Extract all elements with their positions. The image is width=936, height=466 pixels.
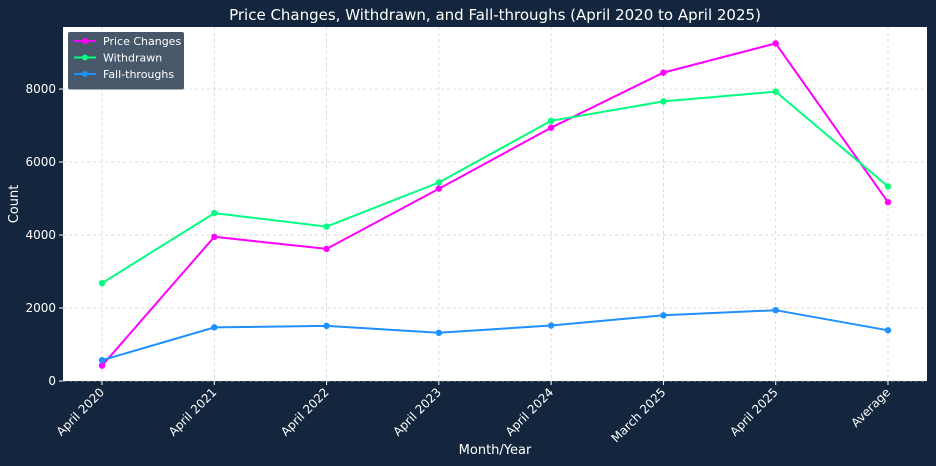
- legend-marker: [82, 54, 88, 61]
- data-point: [211, 233, 218, 241]
- data-point: [547, 322, 555, 329]
- data-point: [547, 117, 555, 124]
- data-point: [772, 40, 779, 47]
- y-tick-label: 0: [48, 374, 56, 388]
- chart-title: Price Changes, Withdrawn, and Fall-throu…: [229, 6, 761, 24]
- data-point: [660, 312, 667, 319]
- x-tick-label: April 2020: [54, 385, 108, 439]
- data-point: [98, 362, 106, 369]
- x-axis-ticks: April 2020 April 2021 April 2022 April 2023…: [54, 381, 893, 445]
- data-point: [884, 198, 892, 206]
- x-tick-label: April 2025: [727, 385, 781, 439]
- x-axis-label: Month/Year: [459, 443, 532, 458]
- legend: Price Changes Withdrawn Fall-throughs: [68, 32, 184, 90]
- series-line: [101, 42, 889, 367]
- series-lines: [98, 40, 892, 369]
- data-point: [98, 356, 106, 364]
- data-point: [323, 245, 330, 253]
- series-price-changes: [98, 40, 892, 369]
- data-point: [884, 183, 892, 190]
- series-withdrawn: [98, 88, 892, 287]
- legend-box: [68, 32, 184, 90]
- y-axis-ticks: 0 2000 4000 6000 8000: [25, 82, 63, 388]
- data-point: [660, 69, 667, 76]
- legend-label: Price Changes: [103, 35, 181, 48]
- legend-label: Fall-throughs: [103, 68, 174, 81]
- data-point: [884, 327, 892, 334]
- x-tick-label: Average: [848, 385, 893, 430]
- data-point: [772, 307, 779, 314]
- data-point: [772, 88, 779, 95]
- y-tick-label: 6000: [25, 155, 56, 169]
- series-line: [101, 90, 889, 285]
- series-line: [101, 309, 889, 362]
- legend-marker: [82, 38, 88, 44]
- data-point: [323, 223, 330, 230]
- y-axis-label: Count: [7, 185, 22, 224]
- x-tick-label: March 2025: [608, 385, 668, 445]
- data-point: [211, 209, 218, 217]
- data-point: [98, 279, 106, 287]
- y-tick-label: 8000: [25, 82, 56, 96]
- data-point: [435, 179, 443, 186]
- y-tick-label: 2000: [25, 301, 56, 315]
- legend-marker: [82, 71, 88, 77]
- x-tick-label: April 2023: [390, 385, 444, 439]
- data-point: [435, 185, 443, 192]
- x-tick-label: April 2022: [278, 385, 332, 439]
- data-point: [435, 329, 443, 337]
- x-tick-label: April 2021: [166, 385, 220, 439]
- series-fall-throughs: [98, 307, 892, 364]
- data-point: [323, 322, 330, 330]
- data-point: [660, 98, 667, 105]
- data-point: [211, 324, 218, 331]
- x-tick-label: April 2024: [503, 385, 557, 439]
- plot-area: [63, 27, 927, 381]
- legend-label: Withdrawn: [103, 52, 162, 65]
- data-point: [547, 124, 555, 131]
- y-tick-label: 4000: [25, 228, 56, 242]
